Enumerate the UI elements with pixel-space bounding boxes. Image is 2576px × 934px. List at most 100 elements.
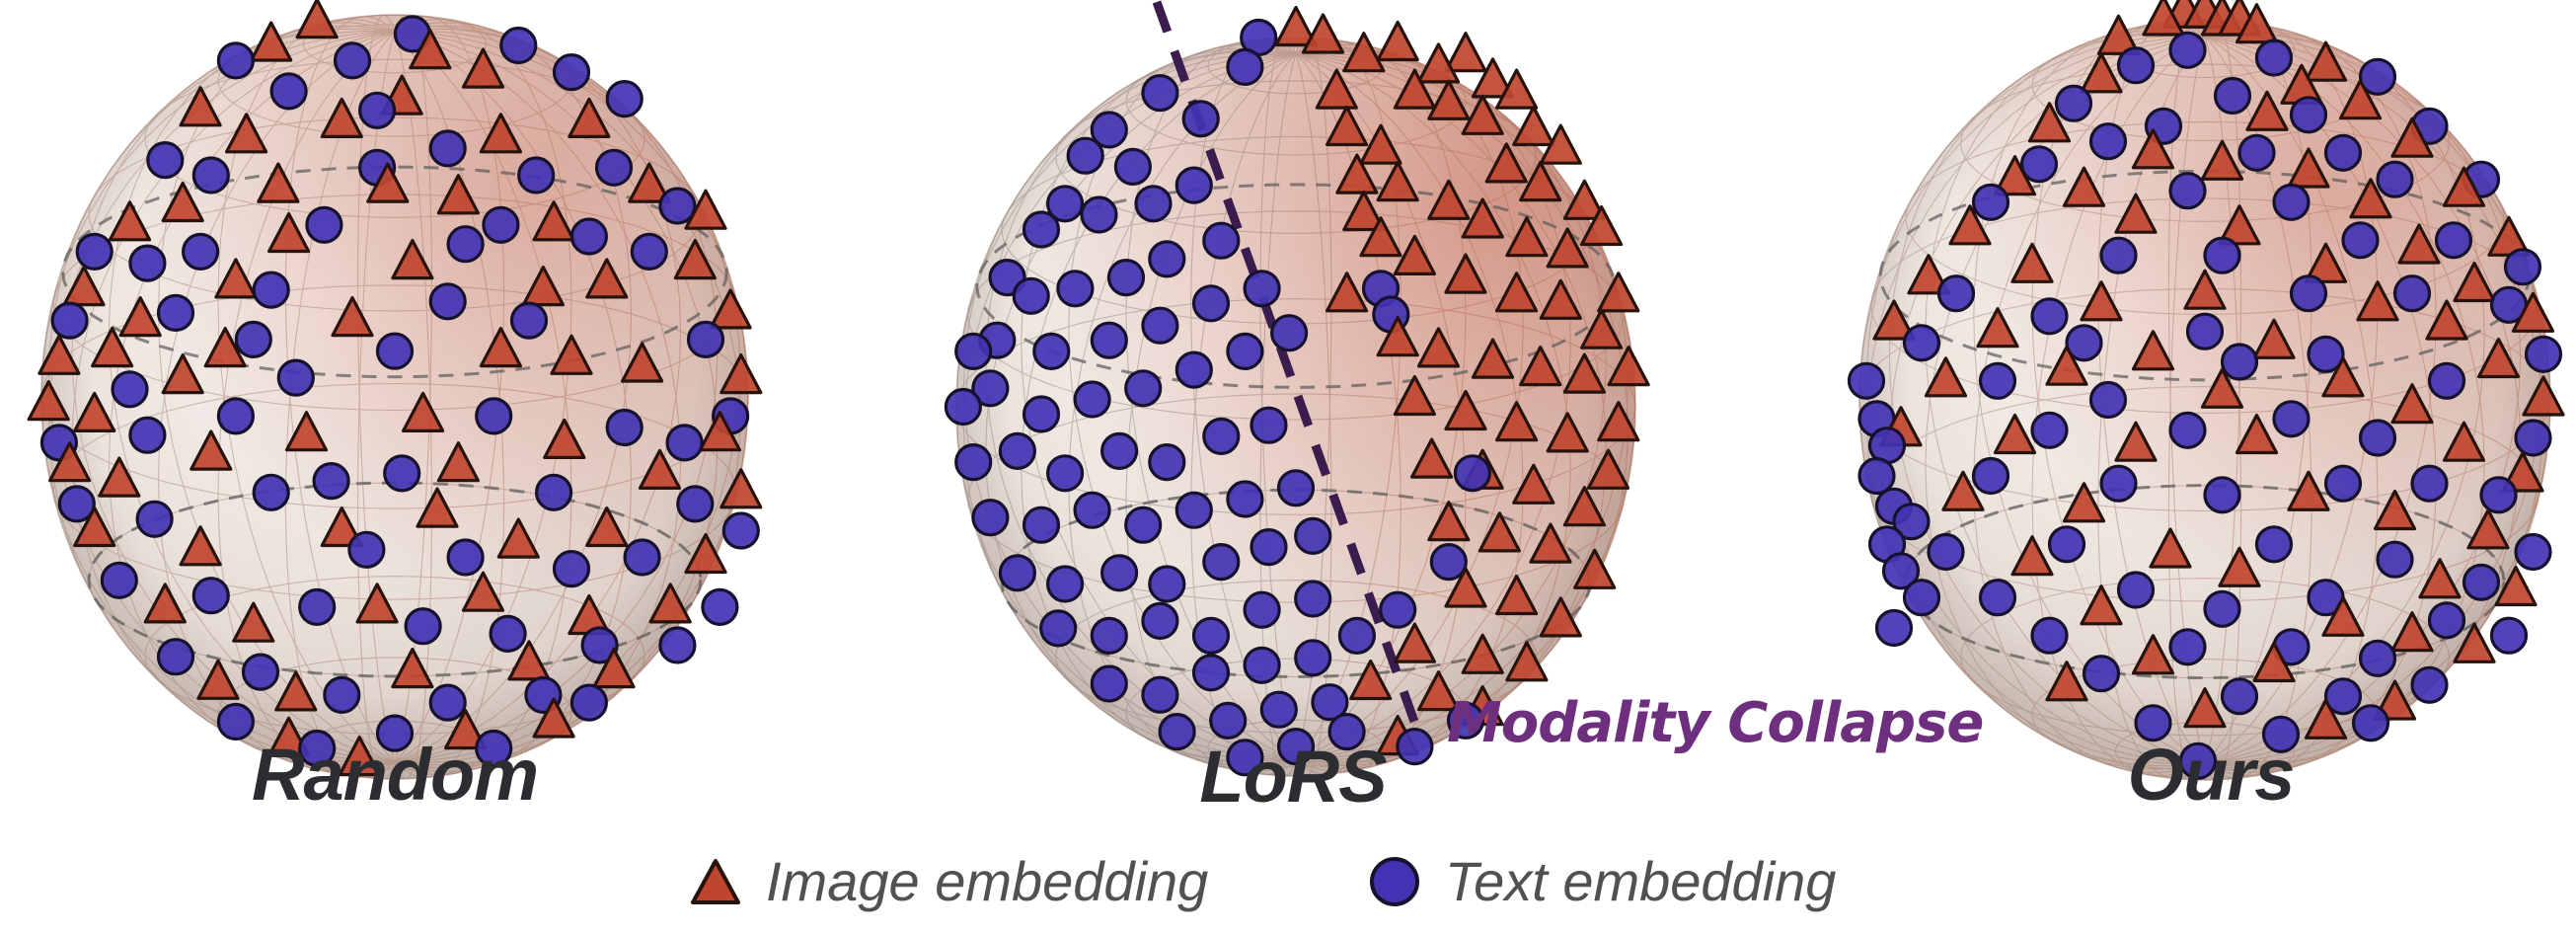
text-embedding-marker bbox=[998, 431, 1037, 470]
text-embedding-marker bbox=[269, 72, 308, 111]
text-embedding-marker bbox=[1902, 324, 1941, 362]
image-embedding-marker bbox=[1519, 161, 1562, 202]
image-embedding-marker bbox=[2453, 622, 2496, 663]
text-embedding-marker bbox=[2099, 464, 2138, 503]
image-embedding-marker bbox=[2418, 558, 2462, 599]
text-embedding-marker bbox=[1181, 100, 1220, 138]
text-embedding-marker bbox=[2203, 589, 2241, 628]
image-embedding-marker bbox=[673, 239, 717, 280]
text-embedding-marker bbox=[1276, 469, 1316, 507]
text-embedding-marker bbox=[2168, 411, 2207, 449]
text-embedding-marker bbox=[1148, 443, 1186, 482]
image-embedding-marker bbox=[2442, 421, 2486, 462]
image-embedding-marker bbox=[461, 571, 505, 612]
image-embedding-marker bbox=[189, 429, 233, 471]
legend-label-image-embedding: Image embedding bbox=[766, 850, 1209, 912]
text-embedding-marker bbox=[1090, 321, 1128, 359]
text-embedding-marker bbox=[323, 675, 361, 715]
text-embedding-marker bbox=[2427, 601, 2466, 640]
image-embedding-marker bbox=[1519, 346, 1562, 387]
image-embedding-marker bbox=[2218, 204, 2261, 246]
image-embedding-marker bbox=[257, 162, 300, 203]
text-embedding-marker bbox=[2323, 133, 2363, 172]
text-embedding-marker bbox=[1250, 406, 1288, 444]
text-embedding-marker bbox=[75, 232, 114, 271]
sphere-random bbox=[27, 0, 763, 780]
text-embedding-marker bbox=[2116, 571, 2156, 609]
image-embedding-marker bbox=[532, 200, 575, 242]
image-embedding-marker bbox=[47, 441, 92, 483]
text-embedding-marker bbox=[2307, 335, 2345, 373]
image-embedding-marker bbox=[1359, 216, 1402, 258]
text-embedding-marker bbox=[1978, 579, 2017, 617]
image-embedding-marker bbox=[1461, 633, 1504, 674]
image-embedding-marker bbox=[274, 670, 318, 712]
image-embedding-marker bbox=[444, 708, 488, 750]
image-embedding-marker bbox=[1539, 278, 1582, 320]
text-embedding-marker bbox=[509, 301, 549, 340]
image-embedding-marker bbox=[1546, 227, 1589, 269]
image-embedding-marker bbox=[1409, 437, 1454, 479]
text-embedding-marker bbox=[2462, 563, 2501, 601]
text-embedding-marker bbox=[580, 626, 619, 664]
image-embedding-marker bbox=[2397, 223, 2441, 265]
image-embedding-marker bbox=[1444, 389, 1487, 431]
text-embedding-marker bbox=[1124, 369, 1163, 408]
text-embedding-marker bbox=[658, 626, 697, 664]
text-embedding-marker bbox=[1191, 616, 1231, 656]
text-embedding-marker bbox=[1073, 491, 1111, 529]
text-embedding-marker bbox=[276, 358, 315, 397]
text-embedding-marker bbox=[2185, 312, 2225, 350]
text-embedding-marker bbox=[2254, 39, 2294, 77]
text-embedding-marker bbox=[2178, 741, 2218, 780]
image-embedding-marker bbox=[1505, 216, 1549, 258]
image-embedding-marker bbox=[2338, 79, 2383, 120]
image-embedding-marker bbox=[2349, 178, 2392, 219]
text-embedding-marker bbox=[156, 293, 195, 332]
image-embedding-marker bbox=[1416, 42, 1461, 84]
text-embedding-marker bbox=[1073, 380, 1111, 419]
text-embedding-marker bbox=[1294, 580, 1332, 618]
image-embedding-marker bbox=[143, 583, 187, 624]
image-embedding-marker bbox=[1274, 5, 1318, 47]
text-embedding-marker bbox=[128, 244, 167, 282]
text-embedding-marker bbox=[1971, 183, 2010, 221]
text-embedding-marker bbox=[686, 320, 725, 358]
image-embedding-marker bbox=[2373, 489, 2417, 531]
image-embedding-marker bbox=[1586, 448, 1630, 490]
text-embedding-marker bbox=[499, 26, 538, 65]
text-embedding-marker bbox=[954, 443, 993, 482]
text-embedding-marker bbox=[1902, 579, 1941, 617]
text-embedding-marker bbox=[1090, 664, 1128, 703]
image-embedding-marker bbox=[1573, 548, 1617, 589]
image-embedding-marker bbox=[2045, 661, 2088, 702]
image-embedding-marker bbox=[1376, 161, 1419, 202]
text-embedding-marker bbox=[475, 397, 513, 435]
text-embedding-marker bbox=[1847, 361, 1886, 400]
sphere-label-random: Random bbox=[252, 734, 539, 816]
text-embedding-marker bbox=[1202, 542, 1241, 582]
image-embedding-marker bbox=[2287, 470, 2330, 511]
text-embedding-marker bbox=[135, 500, 174, 538]
image-embedding-marker bbox=[2183, 687, 2227, 729]
image-embedding-marker bbox=[2304, 40, 2348, 82]
text-embedding-marker bbox=[1045, 565, 1085, 603]
image-embedding-marker bbox=[684, 189, 727, 230]
text-embedding-marker bbox=[446, 538, 485, 577]
text-embedding-marker bbox=[1066, 136, 1104, 175]
image-embedding-marker bbox=[1597, 401, 1640, 442]
text-embedding-marker bbox=[2289, 274, 2328, 313]
image-embedding-marker bbox=[684, 532, 727, 575]
text-embedding-marker bbox=[489, 614, 527, 654]
text-embedding-marker bbox=[1250, 527, 1288, 567]
image-embedding-marker bbox=[2476, 337, 2521, 379]
image-embedding-marker bbox=[179, 86, 222, 127]
image-embedding-marker bbox=[1948, 204, 1992, 246]
image-embedding-marker bbox=[1342, 190, 1386, 232]
image-embedding-marker bbox=[331, 296, 374, 338]
image-embedding-marker bbox=[214, 258, 258, 299]
image-embedding-marker bbox=[1993, 413, 2037, 455]
text-embedding-marker bbox=[1243, 270, 1281, 308]
text-embedding-marker bbox=[1191, 284, 1231, 323]
